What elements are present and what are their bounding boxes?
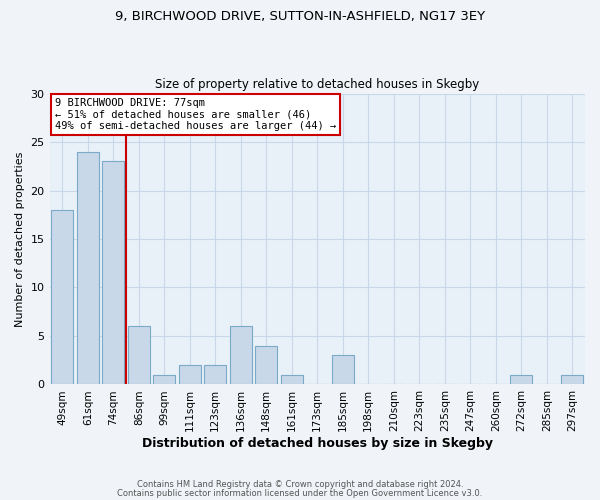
- X-axis label: Distribution of detached houses by size in Skegby: Distribution of detached houses by size …: [142, 437, 493, 450]
- Title: Size of property relative to detached houses in Skegby: Size of property relative to detached ho…: [155, 78, 479, 91]
- Bar: [205, 365, 226, 384]
- Bar: [230, 326, 251, 384]
- Bar: [77, 152, 98, 384]
- Bar: [128, 326, 149, 384]
- Bar: [179, 365, 200, 384]
- Bar: [154, 375, 175, 384]
- Bar: [562, 375, 583, 384]
- Bar: [511, 375, 532, 384]
- Bar: [103, 162, 124, 384]
- Bar: [52, 210, 73, 384]
- Text: 9 BIRCHWOOD DRIVE: 77sqm
← 51% of detached houses are smaller (46)
49% of semi-d: 9 BIRCHWOOD DRIVE: 77sqm ← 51% of detach…: [55, 98, 336, 131]
- Bar: [281, 375, 302, 384]
- Bar: [332, 356, 353, 384]
- Text: Contains public sector information licensed under the Open Government Licence v3: Contains public sector information licen…: [118, 488, 482, 498]
- Y-axis label: Number of detached properties: Number of detached properties: [15, 152, 25, 326]
- Text: Contains HM Land Registry data © Crown copyright and database right 2024.: Contains HM Land Registry data © Crown c…: [137, 480, 463, 489]
- Bar: [256, 346, 277, 385]
- Text: 9, BIRCHWOOD DRIVE, SUTTON-IN-ASHFIELD, NG17 3EY: 9, BIRCHWOOD DRIVE, SUTTON-IN-ASHFIELD, …: [115, 10, 485, 23]
